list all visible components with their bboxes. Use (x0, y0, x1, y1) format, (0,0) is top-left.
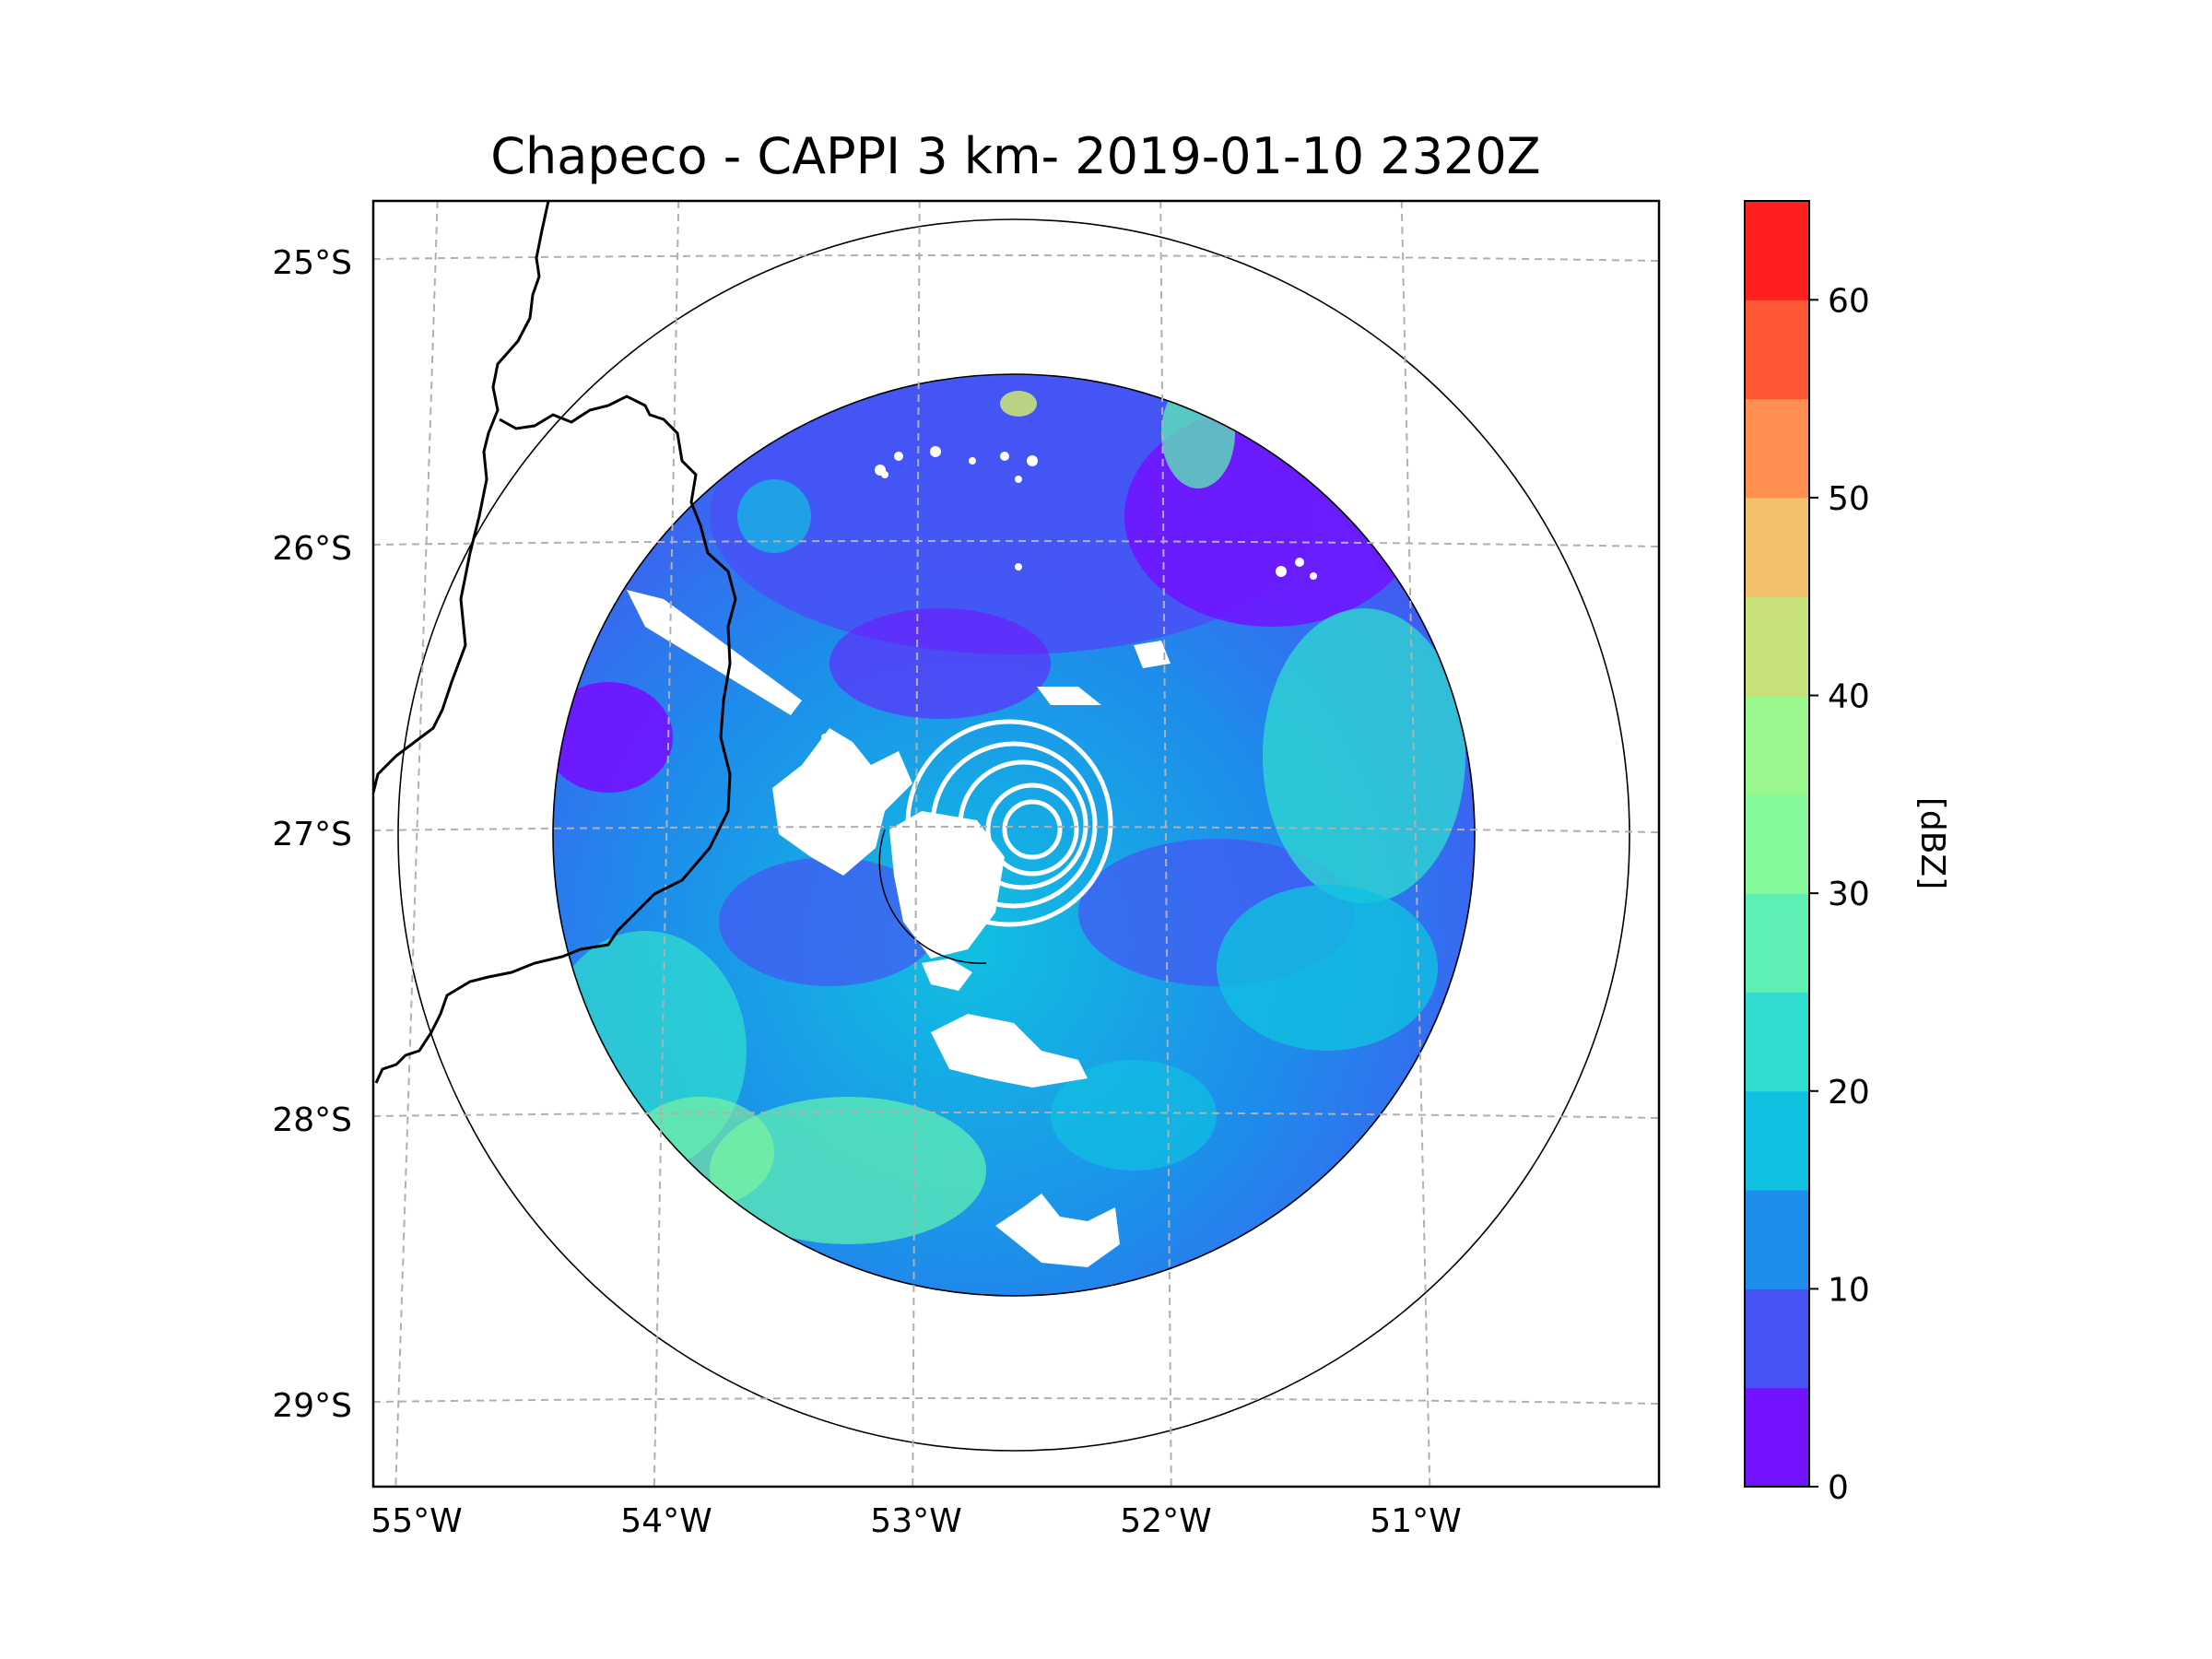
colorbar-band (1745, 1190, 1809, 1289)
colorbar-tick-label: 30 (1828, 876, 1870, 913)
colorbar-tick-label: 50 (1828, 480, 1870, 518)
colorbar-band (1745, 497, 1809, 597)
colorbar-band (1745, 992, 1809, 1092)
lon-label: 54°W (620, 1502, 712, 1540)
colorbar-band (1745, 1288, 1809, 1389)
colorbar-band (1745, 1090, 1809, 1191)
graticule (373, 201, 1659, 1487)
meridian-line (1159, 201, 1172, 1487)
colorbar-band (1745, 398, 1809, 499)
colorbar-label: [dBZ] (1913, 797, 1951, 889)
lon-label: 52°W (1120, 1502, 1211, 1540)
colorbar-band (1745, 201, 1809, 300)
parallel-line (373, 253, 1659, 262)
meridian-line (1400, 201, 1431, 1487)
colorbar-bands (1745, 201, 1809, 1488)
colorbar-tick-label: 10 (1828, 1271, 1870, 1309)
meridian-line (394, 201, 439, 1487)
colorbar-tick-label: 60 (1828, 282, 1870, 320)
latitude-labels: 25°S 26°S 27°S 28°S 29°S (272, 244, 352, 1425)
colorbar-tick-label: 20 (1828, 1074, 1870, 1112)
radar-reflectivity-disc (552, 373, 1476, 1297)
lat-label: 26°S (272, 530, 352, 568)
longitude-labels: 55°W 54°W 53°W 52°W 51°W (371, 1502, 1461, 1540)
meridian-line (653, 201, 680, 1487)
outer-range-ring (397, 218, 1630, 1452)
colorbar: 0 10 20 30 40 50 60 [dBZ] (1744, 200, 1951, 1507)
colorbar-tick-label: 40 (1828, 678, 1870, 716)
colorbar-ticks: 0 10 20 30 40 50 60 (1809, 282, 1870, 1507)
colorbar-frame (1744, 200, 1810, 1488)
country-border (373, 201, 737, 1084)
map-frame (371, 199, 1661, 1488)
lon-label: 51°W (1370, 1502, 1461, 1540)
chart-title: Chapeco - CAPPI 3 km- 2019-01-10 2320Z (490, 127, 1540, 185)
colorbar-band (1745, 794, 1809, 894)
lon-label: 55°W (371, 1502, 462, 1540)
colorbar-band (1745, 300, 1809, 400)
lat-label: 27°S (272, 816, 352, 853)
lat-label: 28°S (272, 1101, 352, 1139)
meridian-line (912, 201, 921, 1487)
colorbar-band (1745, 695, 1809, 795)
lon-label: 53°W (870, 1502, 961, 1540)
parallel-line (373, 1396, 1659, 1405)
colorbar-band (1745, 893, 1809, 993)
colorbar-band (1745, 1387, 1809, 1488)
colorbar-tick-label: 0 (1828, 1469, 1849, 1507)
lat-label: 29°S (272, 1387, 352, 1425)
map-axes: 25°S 26°S 27°S 28°S 29°S 55°W 54°W 53°W … (272, 199, 1661, 1540)
colorbar-band (1745, 596, 1809, 697)
lat-label: 25°S (272, 244, 352, 282)
